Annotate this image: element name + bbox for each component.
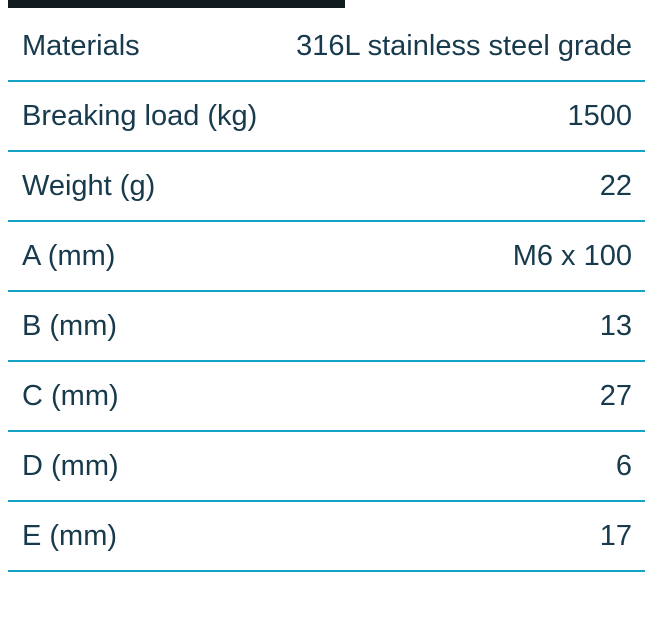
spec-row-value: 17 — [599, 519, 632, 552]
spec-row-value: 13 — [599, 309, 632, 342]
table-row: Materials 316L stainless steel grade — [8, 12, 645, 82]
table-row: Breaking load (kg) 1500 — [8, 82, 645, 152]
spec-row-label: C (mm) — [22, 379, 119, 412]
spec-row-value: 6 — [615, 449, 632, 482]
spec-row-value: 1500 — [567, 99, 632, 132]
table-row: Weight (g) 22 — [8, 152, 645, 222]
spec-row-label: Materials — [22, 29, 140, 62]
spec-row-label: A (mm) — [22, 239, 116, 272]
spec-row-label: Weight (g) — [22, 169, 156, 202]
table-row: E (mm) 17 — [8, 502, 645, 572]
spec-row-value: M6 x 100 — [512, 239, 632, 272]
spec-row-value: 316L stainless steel grade — [296, 29, 632, 62]
spec-row-value: 22 — [599, 169, 632, 202]
spec-row-value: 27 — [599, 379, 632, 412]
partial-header-bar — [8, 0, 345, 8]
spec-row-label: E (mm) — [22, 519, 118, 552]
specification-table: Materials 316L stainless steel grade Bre… — [8, 12, 645, 572]
spec-row-label: Breaking load (kg) — [22, 99, 258, 132]
spec-row-label: D (mm) — [22, 449, 119, 482]
table-row: C (mm) 27 — [8, 362, 645, 432]
table-row: D (mm) 6 — [8, 432, 645, 502]
table-row: A (mm) M6 x 100 — [8, 222, 645, 292]
spec-row-label: B (mm) — [22, 309, 118, 342]
table-row: B (mm) 13 — [8, 292, 645, 362]
